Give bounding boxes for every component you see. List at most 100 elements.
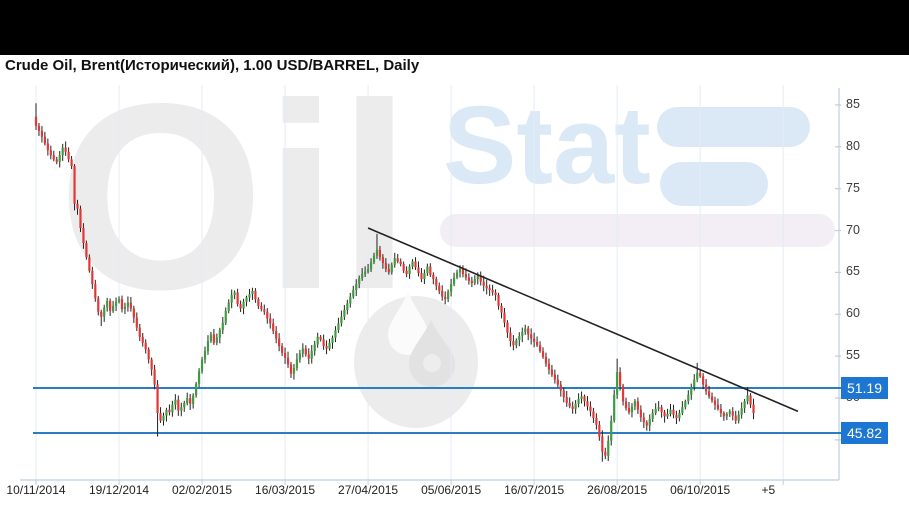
candle-body	[292, 367, 296, 374]
candle-body	[52, 155, 55, 160]
candle-body	[610, 420, 613, 441]
candle-body	[648, 418, 651, 426]
candle-body	[313, 344, 316, 352]
candle-body	[533, 338, 536, 342]
candle-body	[681, 407, 684, 414]
candle-body	[307, 354, 310, 359]
candle-body	[120, 299, 124, 310]
candle-body	[358, 278, 361, 285]
candle-body	[633, 401, 637, 407]
candle-body	[719, 408, 723, 414]
price-level-label: 45.82	[841, 422, 888, 444]
candle-body	[189, 398, 192, 404]
candle-body	[61, 147, 64, 156]
candle-body	[485, 285, 488, 289]
candle-body	[716, 404, 720, 409]
candle-body	[301, 348, 304, 354]
candle-body	[411, 261, 414, 267]
candle-body	[589, 406, 592, 412]
candle-body	[479, 275, 482, 282]
candle-body	[577, 398, 580, 404]
candle-body	[233, 292, 236, 295]
candle-body	[731, 411, 734, 416]
candle-body	[621, 386, 625, 402]
candle-body	[245, 297, 248, 302]
candle-body	[663, 412, 666, 417]
candle-body	[168, 409, 171, 413]
candle-body	[547, 363, 551, 370]
candle-body	[506, 322, 509, 333]
candle-body	[177, 399, 180, 411]
candle-body	[248, 294, 251, 298]
candle-body	[147, 349, 150, 360]
candle-body	[619, 372, 622, 387]
candle-body	[482, 281, 485, 286]
candle-body	[165, 409, 168, 416]
candle-body	[654, 408, 657, 414]
candle-body	[64, 147, 67, 152]
candle-body	[657, 407, 660, 409]
candle-body	[343, 310, 346, 317]
candle-body	[144, 342, 147, 350]
candle-body	[159, 413, 162, 421]
candle-body	[111, 305, 115, 311]
candle-body	[467, 277, 470, 281]
candle-body	[408, 266, 411, 275]
candle-body	[601, 436, 604, 452]
candle-body	[153, 369, 156, 385]
candle-body	[607, 440, 610, 456]
candle-body	[55, 159, 58, 162]
candle-body	[497, 294, 500, 306]
candle-body	[707, 391, 711, 397]
candle-body	[58, 155, 61, 162]
candle-body	[272, 323, 275, 332]
candle-body	[678, 413, 681, 419]
candle-body	[470, 280, 473, 284]
candle-body	[592, 411, 595, 419]
candle-body	[447, 291, 450, 300]
candle-body	[458, 269, 462, 273]
candle-body	[369, 262, 373, 270]
candle-body	[230, 294, 233, 303]
candle-body	[473, 279, 476, 284]
candle-body	[85, 243, 88, 258]
candle-body	[541, 351, 545, 357]
candle-body	[156, 384, 159, 414]
candle-body	[509, 332, 512, 342]
candle-body	[331, 337, 334, 343]
candle-body	[423, 273, 426, 280]
candle-body	[441, 290, 444, 297]
candle-body	[171, 404, 174, 413]
candle-body	[94, 284, 97, 299]
candle-body	[645, 422, 648, 426]
candle-body	[43, 136, 46, 144]
candle-body	[627, 408, 631, 413]
candle-body	[435, 279, 438, 286]
candle-body	[450, 284, 453, 292]
candle-body	[414, 261, 417, 268]
candle-body	[704, 384, 708, 392]
candle-body	[378, 249, 382, 258]
candle-body	[278, 338, 281, 347]
candle-body	[260, 305, 263, 310]
candle-body	[550, 369, 554, 375]
candle-body	[580, 396, 583, 399]
candle-body	[88, 257, 91, 271]
candle-body	[91, 270, 94, 285]
candle-body	[337, 323, 340, 331]
candle-body	[455, 272, 459, 278]
candle-body	[195, 383, 198, 396]
candle-body	[613, 394, 616, 421]
candle-body	[624, 401, 628, 409]
candle-body	[598, 424, 601, 437]
candle-body	[429, 266, 432, 275]
candle-body	[150, 359, 153, 370]
candle-body	[669, 409, 672, 414]
candle-body	[325, 346, 328, 349]
candle-body	[420, 273, 423, 280]
candle-body	[114, 301, 118, 306]
candle-body	[76, 203, 79, 209]
candle-body	[426, 266, 429, 274]
candle-body	[203, 351, 207, 360]
